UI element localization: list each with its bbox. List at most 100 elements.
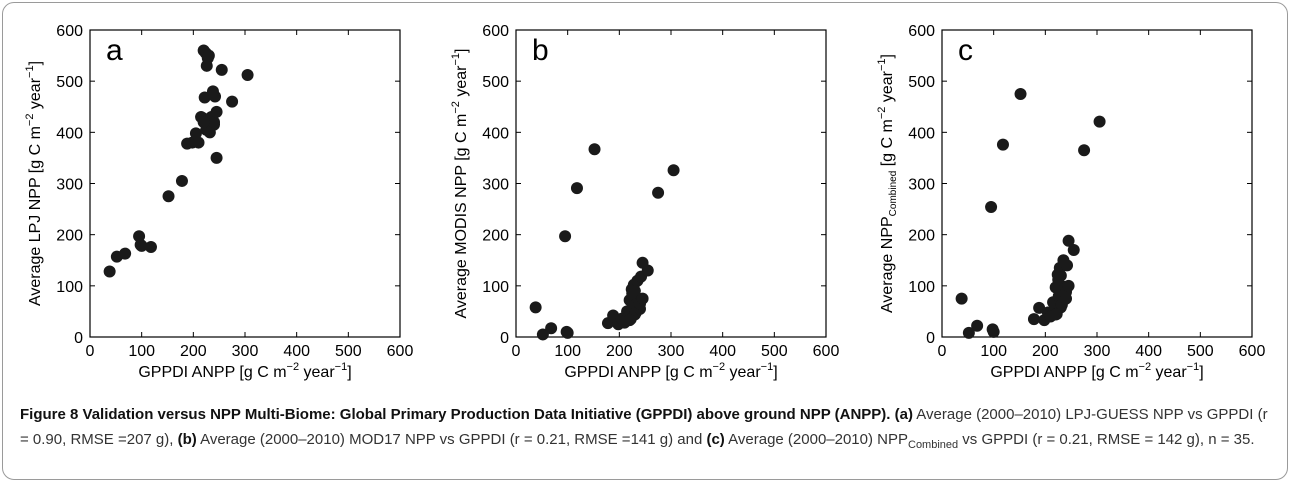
data-point <box>1061 259 1074 272</box>
data-point <box>210 105 223 118</box>
caption-c-text-pre: Average (2000–2010) NPP <box>724 431 908 448</box>
data-point <box>1054 269 1067 282</box>
x-axis-label: GPPDI ANPP [g C m−2 year−1] <box>564 361 777 381</box>
data-point <box>241 69 254 82</box>
data-point <box>192 136 205 149</box>
panel-letter: a <box>106 34 123 67</box>
data-point <box>1078 144 1091 157</box>
y-tick-label: 600 <box>908 23 935 40</box>
y-tick-label: 600 <box>56 23 83 40</box>
y-tick-label: 500 <box>56 74 83 91</box>
x-tick-label: 0 <box>512 343 521 360</box>
caption-a-text: Average (2000–2010) LPJ-GUESS NPP vs GPP… <box>20 406 1268 448</box>
data-point <box>570 182 583 195</box>
y-tick-label: 400 <box>482 125 509 142</box>
caption-c-text-post: vs GPPDI (r = 0.21, RMSE = 142 g), n = 3… <box>958 431 1255 448</box>
data-point <box>962 326 975 339</box>
y-tick-label: 400 <box>908 125 935 142</box>
y-tick-label: 500 <box>908 74 935 91</box>
y-tick-label: 100 <box>908 279 935 296</box>
y-axis-label: Average LPJ NPP [g C m−2 year−1] <box>24 61 44 306</box>
data-point <box>1062 234 1075 247</box>
x-tick-label: 200 <box>180 343 207 360</box>
data-point <box>667 164 680 177</box>
y-axis-label: Average MODIS NPP [g C m−2 year−1] <box>450 49 470 319</box>
x-tick-label: 0 <box>938 343 947 360</box>
data-point <box>175 174 188 187</box>
caption-b-text: Average (2000–2010) MOD17 NPP vs GPPDI (… <box>196 431 707 448</box>
y-axis-label: Average NPPCombined [g C m−2 year−1] <box>876 54 899 313</box>
data-point <box>1033 301 1046 314</box>
x-axis-label: GPPDI ANPP [g C m−2 year−1] <box>990 361 1203 381</box>
x-tick-label: 400 <box>1135 343 1162 360</box>
caption-a-label: (a) <box>894 406 913 423</box>
x-tick-label: 600 <box>1239 343 1266 360</box>
x-tick-label: 500 <box>761 343 788 360</box>
x-tick-label: 300 <box>1084 343 1111 360</box>
data-point <box>955 292 968 305</box>
y-tick-label: 600 <box>482 23 509 40</box>
x-tick-label: 500 <box>1187 343 1214 360</box>
y-tick-label: 0 <box>500 330 509 347</box>
data-point <box>641 264 654 277</box>
chart-panel-c: 0 100 200 300 400 500 600 0 100 200 300 400 500 600 c G… <box>876 23 1265 381</box>
data-point <box>208 116 220 129</box>
x-tick-label: 500 <box>335 343 362 360</box>
y-tick-label: 100 <box>56 279 83 296</box>
caption-figure-label: Figure 8 <box>20 406 79 423</box>
data-point <box>971 319 984 332</box>
x-tick-label: 300 <box>232 343 259 360</box>
x-tick-label: 0 <box>86 343 95 360</box>
x-tick-label: 200 <box>606 343 633 360</box>
x-tick-label: 400 <box>283 343 310 360</box>
y-tick-label: 200 <box>56 228 83 245</box>
x-tick-label: 100 <box>980 343 1007 360</box>
data-point <box>623 314 636 327</box>
data-point <box>162 190 175 203</box>
data-point <box>1067 244 1080 257</box>
x-tick-label: 200 <box>1032 343 1059 360</box>
y-tick-label: 500 <box>482 74 509 91</box>
data-point <box>1062 279 1075 292</box>
data-point <box>545 322 558 335</box>
data-point <box>1014 87 1027 100</box>
data-point <box>628 284 641 297</box>
y-tick-label: 100 <box>482 279 509 296</box>
chart-panel-b: 0 100 200 300 400 500 600 0 100 200 300 400 500 600 b G… <box>450 23 839 381</box>
data-point <box>226 95 239 108</box>
x-tick-label: 300 <box>658 343 685 360</box>
x-tick-label: 100 <box>554 343 581 360</box>
data-point <box>197 116 210 129</box>
data-point <box>119 247 132 260</box>
data-point <box>189 127 202 140</box>
data-point <box>987 325 1000 338</box>
data-point <box>215 63 228 76</box>
figure-charts: 0 100 200 300 400 500 600 0 100 200 300 400 500 600 a G… <box>24 23 1265 381</box>
data-point <box>144 240 157 253</box>
data-point <box>636 292 649 305</box>
caption-title: Validation versus NPP Multi-Biome: Globa… <box>82 406 891 423</box>
data-point <box>135 239 148 252</box>
y-tick-label: 0 <box>74 330 83 347</box>
chart-panel-a: 0 100 200 300 400 500 600 0 100 200 300 400 500 600 a G… <box>24 23 413 381</box>
data-point <box>1093 115 1106 128</box>
data-point <box>561 326 574 339</box>
data-point <box>103 265 116 278</box>
x-axis-label: GPPDI ANPP [g C m−2 year−1] <box>138 361 351 381</box>
y-tick-label: 200 <box>482 228 509 245</box>
y-tick-label: 200 <box>908 228 935 245</box>
x-tick-label: 100 <box>128 343 155 360</box>
data-point <box>1027 313 1040 326</box>
caption-b-label: (b) <box>177 431 197 448</box>
data-point <box>536 328 549 341</box>
caption-c-label: (c) <box>706 431 725 448</box>
y-tick-label: 300 <box>482 177 509 194</box>
panel-letter: b <box>532 34 549 67</box>
data-point <box>210 151 223 164</box>
y-tick-label: 300 <box>56 177 83 194</box>
y-tick-label: 0 <box>926 330 935 347</box>
y-tick-label: 300 <box>908 177 935 194</box>
figure-caption: Figure 8 Validation versus NPP Multi-Bio… <box>20 402 1275 458</box>
data-point <box>1049 308 1062 321</box>
